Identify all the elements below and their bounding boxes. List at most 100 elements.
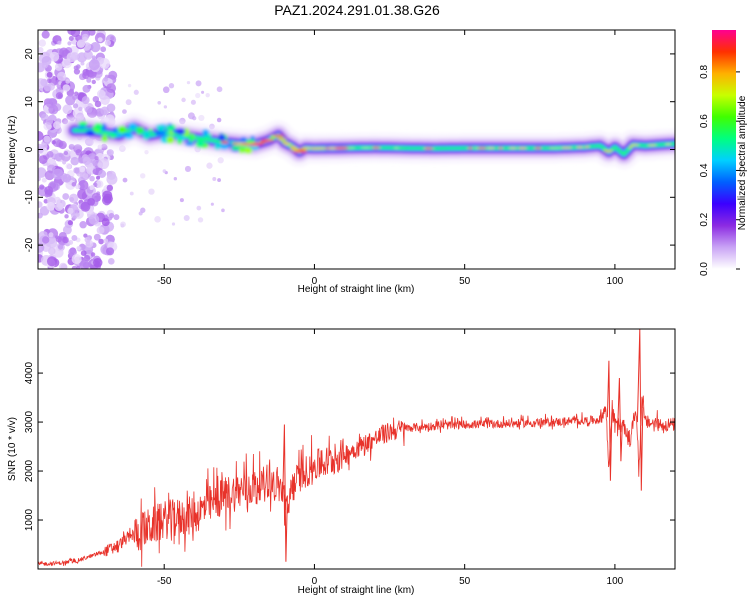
noise-blob (73, 167, 80, 174)
noise-blob (85, 106, 93, 114)
ridge-peak (665, 143, 671, 146)
noise-blob (75, 184, 81, 190)
ridge-peak (602, 150, 614, 153)
ridge-peak (397, 147, 405, 150)
noise-blob (206, 162, 213, 169)
noise-blob (79, 259, 90, 269)
noise-blob (44, 170, 55, 181)
spectrogram-y-label: Frequency (Hz) (7, 116, 18, 185)
noise-blob (55, 236, 62, 243)
spectrogram-panel: -50 0 50 100 -20 -10 0 10 20 Height of straight… (7, 29, 676, 295)
noise-blob (100, 46, 107, 53)
noise-blob (95, 180, 104, 188)
noise-blob (46, 256, 58, 267)
noise-blob (46, 150, 54, 158)
colorbar-tick-label: 0.0 (699, 262, 710, 276)
noise-blob (173, 177, 178, 181)
noise-blob (54, 63, 63, 71)
noise-blob (196, 205, 202, 211)
y-tick-label: 1000 (24, 508, 35, 531)
noise-blob (105, 247, 115, 256)
noise-blob (88, 214, 100, 225)
noise-blob (62, 193, 70, 200)
x-tick-label: 100 (607, 576, 624, 587)
noise-blob (96, 175, 101, 180)
noise-blob (41, 30, 50, 39)
ridge-peak (549, 147, 562, 150)
y-tick-label: 20 (24, 48, 35, 60)
noise-blob (38, 176, 41, 182)
noise-blob (129, 191, 134, 196)
snr-series-line (38, 395, 675, 567)
y-tick-label: 0 (24, 146, 35, 152)
y-tick-label: 10 (24, 96, 35, 108)
noise-blob (38, 47, 44, 53)
ridge-blob (101, 134, 108, 143)
x-tick-label: 50 (459, 276, 471, 287)
noise-blob (122, 177, 128, 183)
noise-blob (98, 238, 104, 245)
noise-blob (210, 202, 214, 206)
noise-blob (80, 250, 87, 257)
noise-blob (216, 117, 222, 123)
noise-blob (70, 52, 79, 61)
noise-blob (125, 99, 132, 106)
noise-blob (171, 222, 176, 226)
noise-blob (138, 211, 143, 216)
noise-blob (54, 202, 64, 212)
noise-blob (67, 207, 74, 215)
colorbar-tick-label: 0.6 (699, 114, 710, 128)
snr-spike (282, 329, 644, 562)
y-tick-label: 4000 (24, 362, 35, 385)
noise-blob (46, 78, 52, 84)
snr-frame (37, 328, 676, 570)
ridge-blob (243, 146, 253, 154)
noise-blob (43, 83, 52, 92)
x-tick-label: 50 (459, 576, 471, 587)
noise-blob (68, 193, 79, 204)
ridge-peak (628, 146, 633, 149)
noise-blob (70, 156, 80, 166)
noise-blob (154, 216, 161, 223)
noise-blob (53, 121, 61, 129)
noise-blob (79, 166, 86, 173)
noise-blob (86, 77, 92, 83)
noise-blob (76, 245, 81, 251)
noise-blob (88, 30, 96, 36)
noise-blob (59, 262, 68, 269)
noise-blob (201, 90, 205, 94)
ridge-peak (290, 145, 297, 149)
snr-y-label: SNR (10 * v/v) (7, 417, 18, 481)
noise-blob (106, 184, 114, 192)
noise-blob (44, 186, 54, 195)
noise-blob (74, 91, 79, 96)
noise-blob (103, 76, 109, 82)
noise-blob (104, 39, 111, 46)
spectrogram-y-ticks: -20 -10 0 10 20 (24, 48, 675, 252)
noise-blob (96, 226, 105, 235)
noise-blob (90, 252, 96, 257)
noise-blob (73, 65, 79, 71)
snr-x-ticks: -50 0 50 100 (157, 329, 624, 587)
noise-blob (91, 79, 96, 85)
ridge-peak (361, 146, 371, 149)
noise-blob (186, 81, 191, 85)
noise-blob (46, 202, 56, 211)
noise-blob (62, 84, 71, 92)
noise-blob (49, 51, 60, 62)
ridge-peak (503, 147, 510, 150)
noise-blob (62, 236, 69, 244)
ridge-peak (585, 145, 590, 148)
ridge-peak (424, 147, 434, 150)
noise-blob (187, 112, 195, 120)
x-tick-label: -50 (157, 576, 172, 587)
noise-blob (91, 55, 97, 60)
noise-blob (62, 160, 67, 165)
colorbar-tick-label: 0.4 (699, 163, 710, 177)
noise-blob (63, 151, 69, 156)
noise-blob (71, 235, 78, 241)
ridge-peak (517, 147, 527, 150)
noise-blob (103, 238, 109, 244)
ridge-peak (312, 147, 327, 150)
noise-blob (38, 155, 48, 164)
